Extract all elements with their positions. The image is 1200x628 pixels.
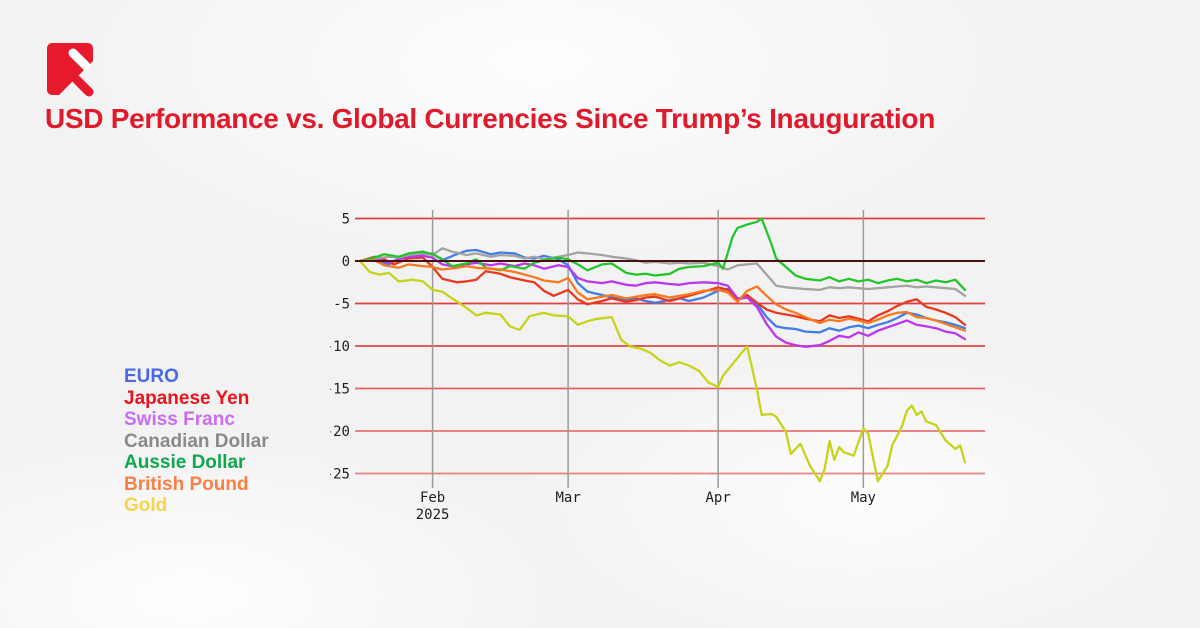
legend-item-canadian-dollar: Canadian Dollar bbox=[124, 430, 269, 452]
brand-logo-icon bbox=[47, 43, 94, 97]
legend-item-euro: EURO bbox=[124, 366, 179, 387]
x-axis-tick-label: May bbox=[851, 490, 876, 506]
legend-item-swiss-franc: Swiss Franc bbox=[124, 409, 235, 430]
legend-item-japanese-yen: Japanese Yen bbox=[124, 387, 250, 409]
x-axis-tick-label: Mar bbox=[555, 490, 580, 506]
legend-item-aussie-dollar: Aussie Dollar bbox=[124, 452, 246, 473]
series-line-swiss-franc bbox=[358, 254, 967, 348]
series-line-japanese-yen bbox=[358, 255, 967, 326]
legend-item-gold: Gold bbox=[124, 495, 168, 516]
series-line-british-pound bbox=[358, 259, 967, 332]
y-axis-tick-label: -15 bbox=[330, 382, 350, 398]
y-axis-tick-label: 0 bbox=[342, 254, 350, 270]
series-line-gold bbox=[358, 259, 967, 483]
brand-logo bbox=[47, 42, 95, 99]
chart-legend: EURO Japanese Yen Swiss Franc Canadian Doll… bbox=[124, 366, 269, 517]
y-axis-tick-label: -25 bbox=[330, 467, 350, 483]
x-axis-year-label: 2025 bbox=[416, 507, 450, 523]
series-line-canadian-dollar bbox=[358, 247, 967, 297]
page-title: USD Performance vs. Global Currencies Si… bbox=[45, 103, 936, 134]
series-line-aussie-dollar bbox=[358, 217, 967, 292]
y-axis-tick-label: -5 bbox=[333, 297, 350, 313]
y-axis-tick-label: -20 bbox=[330, 424, 350, 440]
y-axis-tick-label: -10 bbox=[330, 339, 350, 355]
x-axis-tick-label: Apr bbox=[706, 490, 731, 506]
x-axis-tick-label: Feb bbox=[420, 490, 445, 506]
legend-item-british-pound: British Pound bbox=[124, 473, 249, 495]
y-axis-tick-label: 5 bbox=[342, 212, 350, 228]
